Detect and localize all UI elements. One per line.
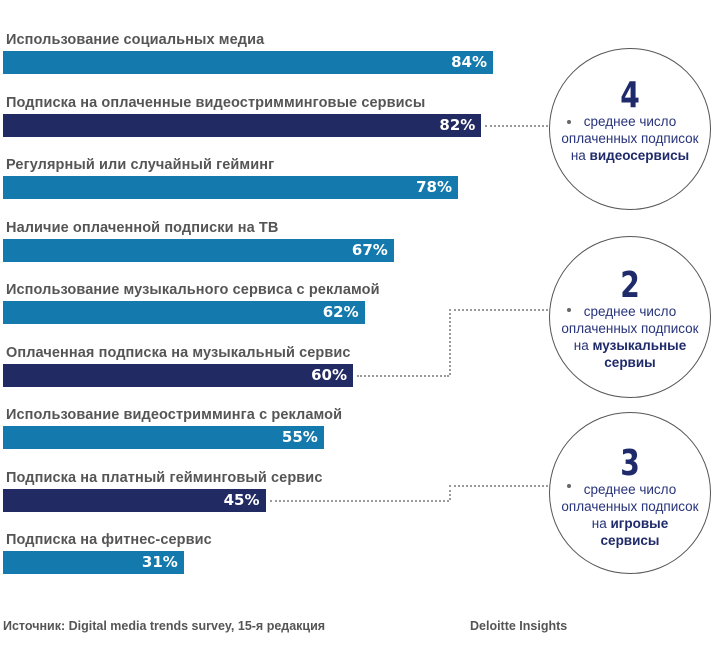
bar-label: Регулярный или случайный гейминг [6,157,275,173]
annotation-circle: 4 среднее число оплаченных подписок на виде… [549,48,711,210]
bar-label: Подписка на оплаченные видеостримминговы… [6,94,426,111]
connector-line [485,125,568,127]
bar-label: Использование видеостримминга с рекламой [6,407,343,423]
annotation-number: 2 [620,265,640,306]
connector-line [357,375,449,377]
connector-line [449,485,451,500]
bar: 31% [3,551,184,574]
bar-value-label: 84% [451,53,487,71]
bar: 45% [3,488,266,512]
bar: 67% [3,238,394,262]
connector-line [449,309,568,311]
bar-label: Подписка на платный гейминговый сервис [6,469,323,486]
annotation-number: 3 [620,443,640,484]
bar-value-label: 67% [351,240,388,259]
bar: 78% [3,176,458,199]
bar-value-label: 55% [281,428,318,446]
connector-dot [567,120,571,124]
bar-label: Наличие оплаченной подписки на ТВ [6,219,279,236]
source-note: Источник: Digital media trends survey, 1… [3,619,326,633]
bar-value-label: 60% [311,365,347,384]
connector-line [269,500,449,502]
bar-value-label: 78% [416,178,452,196]
bar-label: Использование социальных медиа [6,32,265,48]
connector-line [449,309,451,375]
annotation-text: среднее число оплаченных подписок на игров… [561,482,699,548]
connector-dot [567,308,571,312]
bar-label: Подписка на фитнес-сервис [6,532,212,548]
connector-line [449,485,568,487]
bar-value-label: 82% [439,115,476,134]
bar-label: Использование музыкального сервиса с рек… [6,282,380,298]
bar-value-label: 31% [141,553,178,571]
annotation-text: среднее число оплаченных подписок на видео… [561,114,699,163]
annotation-circle: 2 среднее число оплаченных подписок на музы… [549,236,711,398]
bar-label: Оплаченная подписка на музыкальный серви… [6,344,351,361]
bar: 55% [3,426,324,449]
bar-value-label: 45% [223,490,260,509]
bar: 84% [3,51,493,74]
connector-dot [567,484,571,488]
bar: 82% [3,113,482,137]
bar: 62% [3,301,365,324]
brand-label: Deloitte Insights [470,619,568,633]
annotation-text: среднее число оплаченных подписок на музык… [561,304,699,370]
bar: 60% [3,363,353,387]
annotation-number: 4 [620,75,640,116]
annotation-circle: 3 среднее число оплаченных подписок на игро… [549,412,711,574]
bar-value-label: 62% [322,303,359,321]
